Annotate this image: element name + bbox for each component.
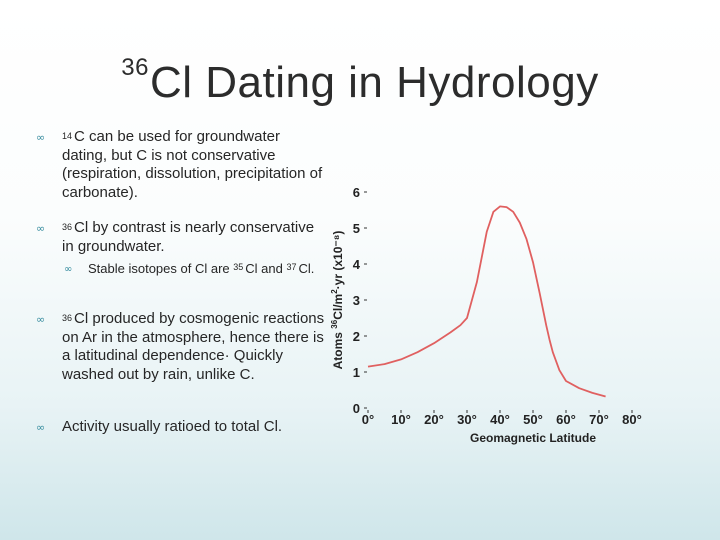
bullet-item: ∞ 36 Cl produced by cosmogenic reactions … — [36, 310, 326, 384]
bullet-text: Cl by contrast is nearly conservative in… — [62, 219, 315, 255]
sub-bullet-text: Cl. — [298, 261, 315, 276]
bullet-text: Cl produced by cosmogenic reactions on A… — [62, 310, 325, 383]
sub-bullet-superscript: 35 — [233, 262, 244, 272]
y-tick-label: 6 — [353, 185, 360, 200]
x-tick-label: 50° — [523, 412, 543, 427]
bullet-item: ∞ 36 Cl by contrast is nearly conservativ… — [36, 219, 326, 256]
x-tick-label: 20° — [424, 412, 444, 427]
y-axis-label: Atoms 36Cl/m2·yr (x10⁻⁸) — [330, 231, 345, 370]
x-tick-label: 0° — [362, 412, 374, 427]
x-tick-label: 40° — [490, 412, 510, 427]
latitude-chart: Atoms 36Cl/m2·yr (x10⁻⁸) 0 1 2 3 4 5 6 0° 10° 20°… — [320, 180, 700, 450]
slide-title: 36Cl Dating in Hydrology — [0, 54, 720, 108]
x-tick-label: 10° — [391, 412, 411, 427]
infinity-bullet-icon: ∞ — [36, 131, 46, 144]
y-tick-label: 5 — [353, 221, 360, 236]
sub-bullet-text: Cl and — [245, 261, 287, 276]
y-tick-label: 0 — [353, 401, 360, 416]
infinity-bullet-icon: ∞ — [36, 313, 46, 326]
title-text: Cl Dating in Hydrology — [149, 58, 599, 107]
series-line — [367, 205, 606, 398]
infinity-bullet-icon: ∞ — [36, 222, 46, 235]
bullet-item: ∞ Activity usually ratioed to total Cl. — [36, 418, 282, 437]
x-tick-label: 70° — [589, 412, 609, 427]
x-tick-label: 60° — [556, 412, 576, 427]
sub-bullet-text: Stable isotopes of Cl are — [88, 261, 234, 276]
infinity-bullet-icon: ∞ — [64, 264, 73, 275]
x-tick-label: 30° — [457, 412, 477, 427]
x-axis-label: Geomagnetic Latitude — [470, 431, 596, 445]
title-superscript: 36 — [121, 54, 149, 82]
bullet-text: Activity usually ratioed to total Cl. — [62, 418, 283, 435]
y-tick-label: 1 — [353, 365, 360, 380]
y-axis-label-group: Atoms 36Cl/m2·yr (x10⁻⁸) — [330, 231, 345, 370]
bullet-superscript: 36 — [62, 222, 73, 232]
bullet-item: ∞ 14 C can be used for groundwater dating… — [36, 128, 326, 202]
bullet-text: C can be used for groundwater dating, bu… — [62, 128, 323, 201]
infinity-bullet-icon: ∞ — [36, 421, 46, 434]
x-tick-label: 80° — [622, 412, 642, 427]
sub-bullet-superscript: 37 — [286, 262, 297, 272]
bullet-superscript: 14 — [62, 131, 73, 141]
y-tick-label: 2 — [353, 329, 360, 344]
bullet-superscript: 36 — [62, 313, 73, 323]
y-tick-label: 3 — [353, 293, 360, 308]
sub-bullet-item: ∞ Stable isotopes of Cl are 35 Cl and 37 C… — [64, 261, 314, 277]
y-tick-label: 4 — [353, 257, 361, 272]
